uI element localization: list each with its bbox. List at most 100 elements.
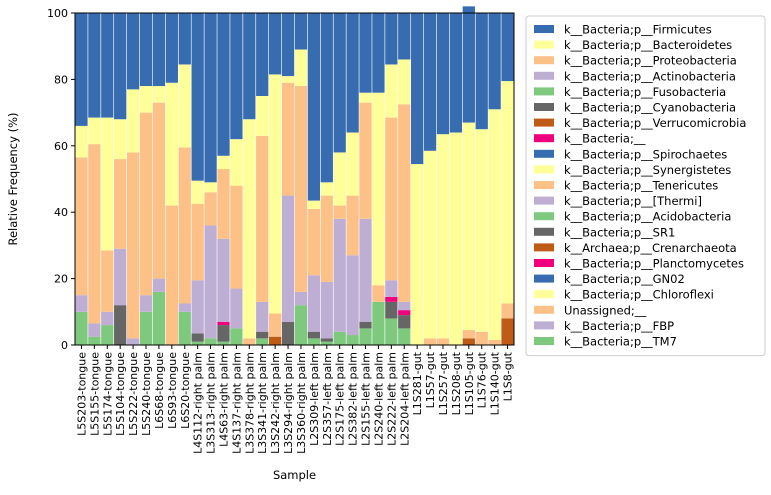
legend-label: k__Bacteria;p__[Thermi] [564, 194, 702, 208]
legend-label: k__Bacteria;p__Firmicutes [564, 23, 712, 37]
bar-segment-21-series-5 [333, 218, 346, 332]
legend-swatch [534, 149, 554, 158]
legend-swatch [534, 87, 554, 96]
x-tick-label: L1S105-gut [463, 351, 476, 415]
bar-segment-13-series-5 [230, 288, 243, 329]
bar-segment-12-series-4 [217, 321, 230, 326]
bar-segment-17-series-8 [281, 13, 295, 77]
x-tick-label: L6S93-tongue [166, 352, 179, 429]
bar-segment-10-series-1 [191, 341, 204, 345]
bar-segment-1-series-6 [75, 157, 88, 296]
bar-segment-7-series-1 [152, 291, 166, 345]
legend: k__Bacteria;p__Firmicutesk__Bacteria;p__… [525, 15, 766, 357]
bar-segment-28-series-6 [423, 338, 437, 345]
x-tick-label: L1S208-gut [450, 351, 463, 415]
legend-label: k__Archaea;p__Crenarchaeota [564, 241, 737, 255]
legend-label: k__Bacteria;p__Spirochaetes [564, 147, 727, 161]
bar-segment-31-series-6 [462, 330, 475, 339]
bar-segment-5-series-8 [126, 13, 140, 90]
bar-segment-9-series-5 [178, 303, 191, 312]
bar-segment-27-series-8 [411, 13, 424, 165]
legend-label: k__Bacteria;p__Synergistetes [564, 163, 731, 177]
y-tick-label: 0 [61, 339, 68, 352]
bar-segment-29-series-6 [436, 338, 450, 345]
bar-segment-17-series-5 [281, 195, 295, 322]
bar-segment-8-series-6 [165, 205, 178, 345]
x-tick-label: L2S175-left palm [334, 352, 347, 446]
bar-segment-19-series-1 [307, 338, 320, 345]
bar-segment-3-series-6 [101, 250, 114, 312]
bar-segment-34-series-6 [501, 303, 514, 319]
bar-segment-23-series-7 [359, 92, 372, 103]
legend-label: Unassigned;__ [564, 303, 647, 317]
plot-frame [74, 12, 515, 346]
bar-segment-20-series-6 [320, 195, 333, 282]
bar-segment-6-series-7 [139, 86, 153, 113]
bar-segment-1-series-8 [75, 13, 88, 126]
bar-segment-22-series-8 [346, 13, 359, 133]
legend-frame [525, 15, 766, 357]
legend-label: k__Bacteria;p__Tenericutes [564, 179, 718, 193]
bar-segment-18-series-1 [294, 305, 308, 345]
bar-segment-18-series-6 [294, 86, 308, 292]
legend-label: k__Bacteria;p__Proteobacteria [564, 54, 737, 68]
bar-segment-15-series-1 [256, 338, 269, 345]
bar-segment-33-series-6 [488, 340, 501, 345]
bar-segment-24-series-7 [372, 92, 385, 286]
bar-segment-25-series-5 [385, 280, 398, 297]
bar-segment-24-series-8 [372, 13, 385, 93]
legend-swatch [534, 243, 554, 252]
bar-segment-29-series-7 [436, 134, 450, 339]
bar-segment-9-series-8 [178, 13, 191, 65]
y-axis-ticks: 0 20 40 60 80 100 [47, 7, 75, 352]
bar-segment-25-series-6 [385, 117, 398, 281]
bar-segment-20-series-8 [320, 13, 333, 183]
legend-label: k__Bacteria;p__TM7 [564, 335, 677, 349]
legend-swatch [534, 196, 554, 205]
bar-segment-10-series-6 [191, 203, 204, 281]
bar-segment-34-series-8 [501, 13, 514, 82]
bar-segment-30-series-7 [449, 132, 463, 345]
x-tick-label: L2S309-left palm [308, 352, 321, 446]
bar-segment-8-series-7 [165, 82, 178, 206]
legend-label: k__Bacteria;p__Planctomycetes [564, 257, 744, 271]
bar-segment-33-series-7 [488, 109, 501, 341]
bar-segment-31-series-7 [462, 122, 475, 331]
y-tick-label: 60 [54, 140, 68, 153]
bar-segment-1-series-1 [75, 311, 88, 345]
legend-label: k__Bacteria;p__Bacteroidetes [564, 38, 732, 52]
bar-segment-19-series-6 [307, 208, 320, 276]
legend-label: k__Bacteria;p__SR1 [564, 225, 675, 239]
bar-segment-5-series-5 [126, 338, 140, 345]
legend-swatch [534, 227, 554, 236]
bar-segment-23-series-2 [359, 321, 372, 329]
bar-segment-19-series-7 [307, 200, 320, 209]
bar-segment-3-series-8 [101, 13, 114, 118]
legend-swatch [534, 337, 554, 345]
bar-segment-11-series-7 [204, 182, 217, 193]
bar-segment-4-series-8 [114, 13, 127, 120]
bar-segment-1-series-5 [75, 295, 88, 312]
x-tick-label: L1S8-gut [502, 351, 515, 401]
bar-segment-25-series-2 [385, 301, 398, 319]
x-tick-label: L6S20-tongue [179, 352, 192, 429]
bar-segment-26-series-8 [398, 13, 411, 60]
bar-segment-32-series-7 [475, 129, 488, 332]
legend-label: k__Bacteria;p__Actinobacteria [564, 69, 736, 83]
bar-segment-17-series-6 [281, 82, 295, 196]
bar-segment-18-series-8 [294, 13, 308, 50]
x-tick-label: L2S204-left palm [398, 352, 411, 446]
x-tick-label: L3S378-right palm [243, 352, 256, 454]
bar-segment-9-series-6 [178, 147, 191, 304]
bar-segment-18-series-5 [294, 291, 308, 306]
bar-segment-2-series-5 [88, 323, 101, 337]
bar-segment-4-series-7 [114, 119, 127, 160]
legend-swatch [534, 274, 554, 283]
bar-segment-26-series-2 [398, 315, 411, 329]
legend-swatch [534, 103, 554, 111]
bar-segment-22-series-5 [346, 255, 359, 336]
bar-segment-16-series-6 [269, 313, 282, 337]
bar-segment-13-series-1 [230, 328, 243, 345]
